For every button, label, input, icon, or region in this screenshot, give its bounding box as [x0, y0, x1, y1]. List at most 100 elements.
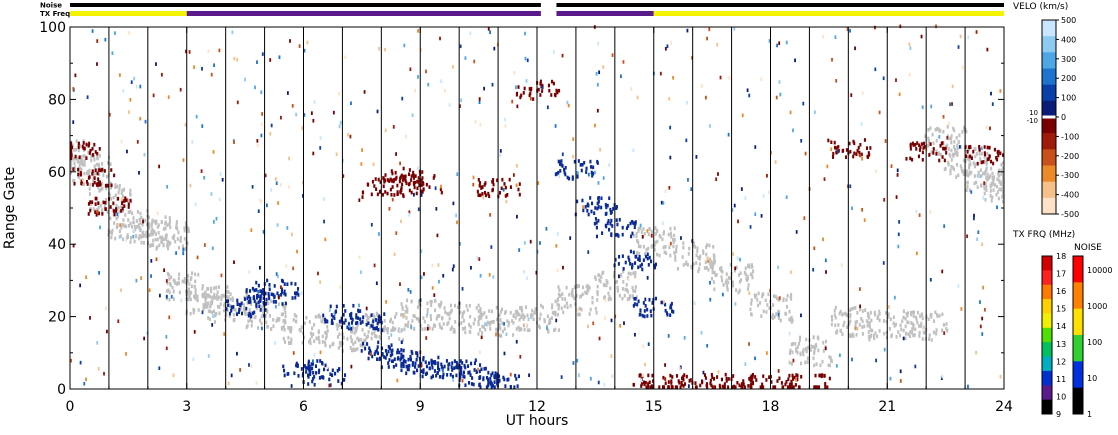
velocity_negative-point	[688, 379, 691, 383]
velocity-speckle	[957, 284, 960, 288]
ground_scatter-point	[1000, 172, 1003, 176]
velocity-speckle	[165, 279, 168, 283]
velocity-speckle	[760, 214, 763, 218]
ground_scatter-point	[924, 331, 927, 335]
velocity_negative-point	[408, 188, 411, 193]
velocity_positive-point	[616, 232, 619, 237]
ground_scatter-point	[124, 213, 127, 217]
velocity_negative-point	[504, 185, 507, 190]
velocity_positive-point	[226, 299, 229, 303]
ground_scatter-point	[704, 260, 707, 265]
ground_scatter-point	[995, 192, 998, 197]
ground_scatter-point	[608, 295, 611, 299]
velocity_negative-point	[412, 173, 415, 177]
velocity_positive-point	[559, 169, 562, 173]
ground_scatter-point	[134, 227, 137, 232]
velocity-speckle	[555, 244, 558, 248]
ground_scatter-point	[662, 232, 665, 236]
ground_scatter-point	[354, 340, 357, 345]
velocity-speckle	[778, 80, 781, 84]
velocity_negative-point	[419, 189, 423, 194]
velocity-speckle	[499, 149, 502, 153]
velocity_negative-point	[113, 212, 116, 217]
x-tick-label: 3	[182, 399, 191, 415]
velocity-speckle	[179, 87, 182, 92]
velocity_negative-point	[70, 144, 73, 148]
velocity_positive-point	[600, 205, 603, 210]
velocity_negative-point	[416, 179, 419, 184]
ground_scatter-point	[489, 327, 492, 331]
velocity-speckle	[256, 60, 258, 64]
velocity-speckle	[555, 318, 558, 323]
velocity_negative-point	[500, 186, 503, 191]
ground_scatter-point	[488, 322, 491, 327]
velocity_negative-point	[826, 385, 829, 389]
velocity-speckle	[515, 164, 518, 168]
velocity-speckle	[860, 122, 863, 126]
ground_scatter-point	[942, 323, 945, 327]
velocity_positive-point	[312, 376, 315, 381]
ground_scatter-point	[150, 229, 153, 233]
ground_scatter-point	[927, 140, 930, 144]
ground_scatter-point	[365, 335, 368, 339]
velocity_positive-point	[517, 374, 520, 379]
ground_scatter-point	[927, 136, 930, 141]
velocity_negative-point	[852, 154, 855, 159]
ground_scatter-point	[110, 197, 113, 201]
ground_scatter-point	[161, 239, 164, 244]
ground_scatter-point	[340, 340, 343, 345]
velocity_negative-point	[747, 384, 750, 388]
ground_scatter-point	[142, 230, 145, 235]
velocity_negative-point	[768, 375, 771, 379]
ground_scatter-point	[120, 225, 123, 230]
velocity-speckle	[344, 55, 347, 60]
ground_scatter-point	[332, 341, 335, 346]
velocity-speckle	[734, 266, 737, 271]
velocity_positive-point	[592, 171, 595, 176]
velocity_negative-point	[112, 201, 115, 206]
velocity_positive-point	[380, 365, 383, 370]
velocity-speckle	[908, 42, 911, 47]
velocity_negative-point	[547, 83, 550, 88]
velocity_negative-point	[96, 171, 99, 176]
velocity-speckle	[875, 358, 878, 363]
velocity_positive-point	[632, 304, 635, 308]
ground_scatter-point	[166, 223, 169, 227]
ground_scatter-point	[141, 222, 144, 227]
velocity_positive-point	[400, 340, 403, 344]
velocity_positive-point	[631, 265, 634, 270]
ground_scatter-point	[756, 298, 759, 302]
y-tick-label: 100	[39, 20, 66, 36]
velocity_positive-point	[253, 288, 256, 293]
velocity-speckle	[407, 287, 410, 292]
velocity-speckle	[736, 256, 739, 261]
velocity-speckle	[731, 208, 734, 212]
velocity-speckle	[220, 273, 223, 278]
ground_scatter-point	[900, 327, 903, 332]
ground_scatter-point	[806, 360, 809, 364]
velocity_negative-point	[988, 154, 991, 159]
velocity_negative-point	[916, 141, 919, 145]
velocity_positive-point	[618, 254, 621, 259]
velocity-speckle	[503, 351, 506, 356]
ground_scatter-point	[413, 327, 416, 331]
ground_scatter-point	[187, 227, 190, 231]
ground_scatter-point	[272, 317, 275, 322]
velocity-speckle	[455, 213, 458, 218]
velocity_negative-point	[517, 85, 520, 89]
velocity-speckle	[350, 364, 353, 369]
ground_scatter-point	[813, 351, 816, 356]
ground_scatter-point	[284, 314, 287, 319]
x-tick-label: 12	[528, 399, 546, 415]
ground_scatter-point	[867, 320, 870, 325]
velocity_negative-point	[694, 381, 697, 385]
ground_scatter-point	[309, 331, 312, 336]
ground_scatter-point	[849, 308, 852, 312]
velocity_positive-point	[283, 368, 286, 373]
ground_scatter-point	[83, 154, 86, 158]
ground_scatter-point	[899, 333, 902, 338]
ground_scatter-point	[233, 318, 236, 322]
ground_scatter-point	[190, 291, 193, 295]
velocity_negative-point	[523, 86, 526, 91]
velocity_negative-point	[120, 209, 123, 213]
